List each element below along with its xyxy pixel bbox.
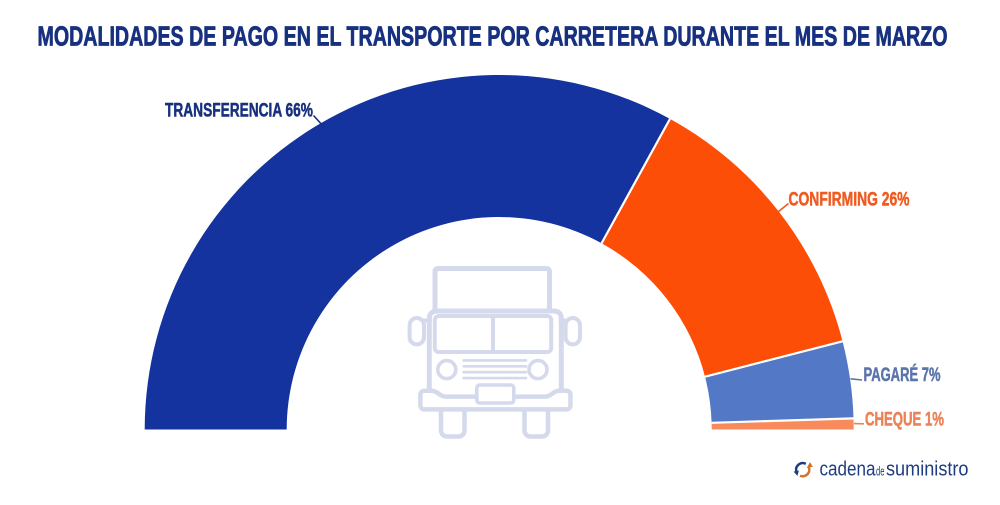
svg-text:TRANSFERENCIA 66%: TRANSFERENCIA 66% (165, 101, 313, 122)
svg-text:CONFIRMING 26%: CONFIRMING 26% (789, 189, 910, 210)
svg-text:PAGARÉ 7%: PAGARÉ 7% (864, 364, 941, 386)
svg-text:CHEQUE 1%: CHEQUE 1% (865, 410, 944, 431)
svg-text:de: de (876, 465, 885, 479)
svg-text:MODALIDADES DE PAGO EN EL TRAN: MODALIDADES DE PAGO EN EL TRANSPORTE POR… (38, 21, 948, 52)
svg-text:suministro: suministro (886, 459, 969, 481)
svg-text:cadena: cadena (820, 459, 877, 481)
